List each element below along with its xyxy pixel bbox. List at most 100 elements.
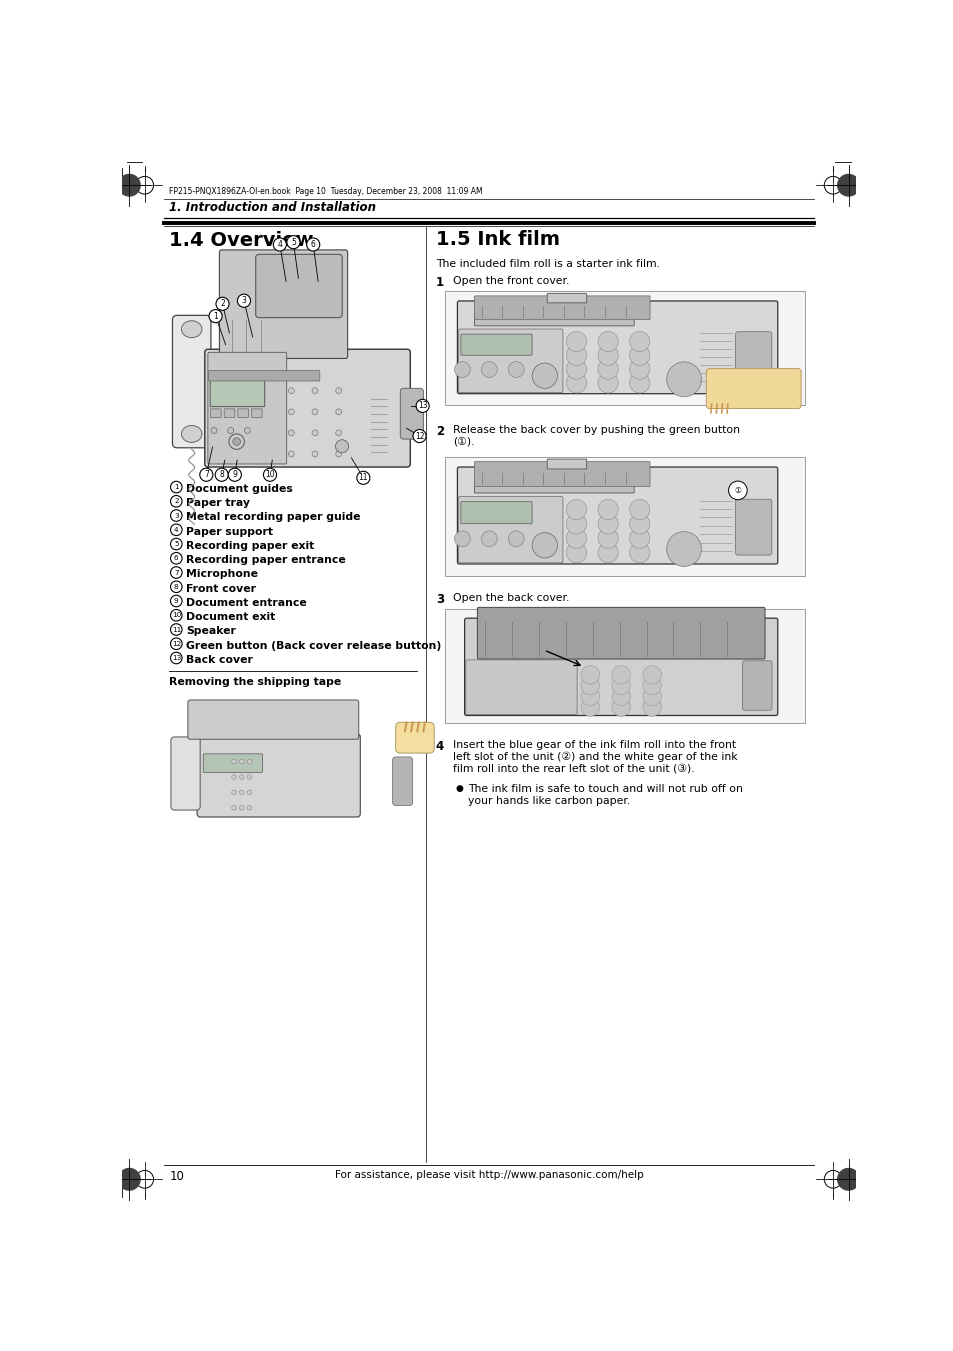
Text: 11: 11 — [358, 473, 368, 482]
Text: 2: 2 — [220, 300, 225, 308]
Text: 5: 5 — [173, 540, 178, 547]
Text: 4: 4 — [436, 739, 443, 753]
Text: 12: 12 — [172, 640, 181, 647]
Text: 1.4 Overview: 1.4 Overview — [170, 231, 314, 250]
Text: 4: 4 — [277, 240, 282, 249]
FancyBboxPatch shape — [444, 609, 803, 723]
FancyBboxPatch shape — [458, 330, 562, 393]
FancyBboxPatch shape — [474, 462, 649, 486]
Text: 6: 6 — [173, 555, 178, 561]
Text: Metal recording paper guide: Metal recording paper guide — [186, 512, 360, 523]
Circle shape — [312, 430, 317, 436]
FancyBboxPatch shape — [395, 723, 434, 753]
FancyBboxPatch shape — [474, 477, 634, 493]
Circle shape — [232, 774, 236, 780]
Circle shape — [215, 297, 229, 311]
Polygon shape — [118, 1169, 140, 1190]
Circle shape — [566, 528, 586, 549]
Circle shape — [215, 469, 228, 481]
Text: 10: 10 — [265, 470, 274, 480]
Polygon shape — [837, 174, 859, 196]
Circle shape — [481, 362, 497, 377]
FancyBboxPatch shape — [237, 409, 248, 417]
FancyBboxPatch shape — [741, 661, 771, 711]
Text: 1: 1 — [213, 312, 217, 320]
Text: 4: 4 — [173, 527, 178, 532]
Circle shape — [247, 759, 252, 763]
FancyBboxPatch shape — [547, 293, 586, 303]
FancyBboxPatch shape — [465, 659, 577, 715]
FancyBboxPatch shape — [474, 311, 634, 326]
Circle shape — [611, 688, 630, 705]
Circle shape — [454, 531, 470, 547]
Text: 13: 13 — [172, 655, 181, 661]
Text: Green button (Back cover release button): Green button (Back cover release button) — [186, 640, 441, 651]
Circle shape — [508, 362, 523, 377]
Circle shape — [288, 451, 294, 457]
Circle shape — [642, 688, 660, 705]
Circle shape — [580, 697, 598, 716]
Text: Speaker: Speaker — [186, 627, 236, 636]
Circle shape — [312, 388, 317, 393]
Text: The ink film is safe to touch and will not rub off on
your hands like carbon pap: The ink film is safe to touch and will n… — [468, 785, 742, 807]
Text: 8: 8 — [173, 584, 178, 590]
Text: FP215-PNQX1896ZA-OI-en.book  Page 10  Tuesday, December 23, 2008  11:09 AM: FP215-PNQX1896ZA-OI-en.book Page 10 Tues… — [170, 186, 482, 196]
FancyBboxPatch shape — [444, 292, 803, 405]
Text: For assistance, please visit http://www.panasonic.com/help: For assistance, please visit http://www.… — [335, 1170, 642, 1179]
Circle shape — [598, 346, 618, 366]
Ellipse shape — [181, 426, 202, 442]
Circle shape — [629, 373, 649, 393]
Text: 2: 2 — [436, 424, 443, 438]
Circle shape — [237, 295, 251, 307]
FancyBboxPatch shape — [209, 370, 319, 381]
Circle shape — [356, 471, 370, 485]
Text: 3: 3 — [173, 512, 178, 519]
Circle shape — [642, 677, 660, 694]
Circle shape — [288, 388, 294, 393]
FancyBboxPatch shape — [456, 467, 777, 563]
Circle shape — [532, 363, 557, 389]
Circle shape — [335, 388, 341, 393]
Circle shape — [335, 439, 348, 453]
Circle shape — [228, 469, 241, 481]
FancyBboxPatch shape — [735, 332, 771, 385]
Text: 2: 2 — [173, 499, 178, 504]
Text: 5: 5 — [291, 238, 295, 247]
Text: Document exit: Document exit — [186, 612, 275, 623]
Circle shape — [288, 409, 294, 415]
Circle shape — [335, 451, 341, 457]
Circle shape — [335, 409, 341, 415]
FancyBboxPatch shape — [210, 377, 265, 407]
FancyBboxPatch shape — [188, 700, 358, 739]
Circle shape — [666, 362, 700, 397]
Circle shape — [413, 430, 426, 443]
Circle shape — [199, 469, 213, 481]
FancyBboxPatch shape — [205, 349, 410, 467]
Circle shape — [287, 235, 299, 249]
Circle shape — [244, 427, 250, 434]
Text: Release the back cover by pushing the green button
(①).: Release the back cover by pushing the gr… — [452, 424, 739, 446]
Circle shape — [239, 790, 244, 794]
Circle shape — [229, 434, 244, 450]
Circle shape — [566, 543, 586, 563]
Circle shape — [209, 309, 222, 323]
Ellipse shape — [181, 320, 202, 338]
FancyBboxPatch shape — [211, 409, 221, 417]
Circle shape — [642, 666, 660, 684]
FancyBboxPatch shape — [444, 457, 803, 577]
Text: Insert the blue gear of the ink film roll into the front
left slot of the unit (: Insert the blue gear of the ink film rol… — [452, 739, 737, 773]
Text: The included film roll is a starter ink film.: The included film roll is a starter ink … — [436, 259, 659, 269]
Text: 1.5 Ink film: 1.5 Ink film — [436, 230, 559, 249]
Circle shape — [598, 373, 618, 393]
Text: Document entrance: Document entrance — [186, 598, 307, 608]
Text: ①: ① — [734, 486, 740, 494]
Circle shape — [247, 790, 252, 794]
FancyBboxPatch shape — [197, 734, 360, 817]
FancyBboxPatch shape — [393, 757, 413, 805]
Text: 6: 6 — [311, 240, 315, 249]
FancyBboxPatch shape — [464, 619, 777, 716]
Circle shape — [629, 346, 649, 366]
Text: Open the front cover.: Open the front cover. — [452, 276, 568, 286]
Text: Removing the shipping tape: Removing the shipping tape — [170, 677, 341, 686]
Circle shape — [566, 500, 586, 520]
